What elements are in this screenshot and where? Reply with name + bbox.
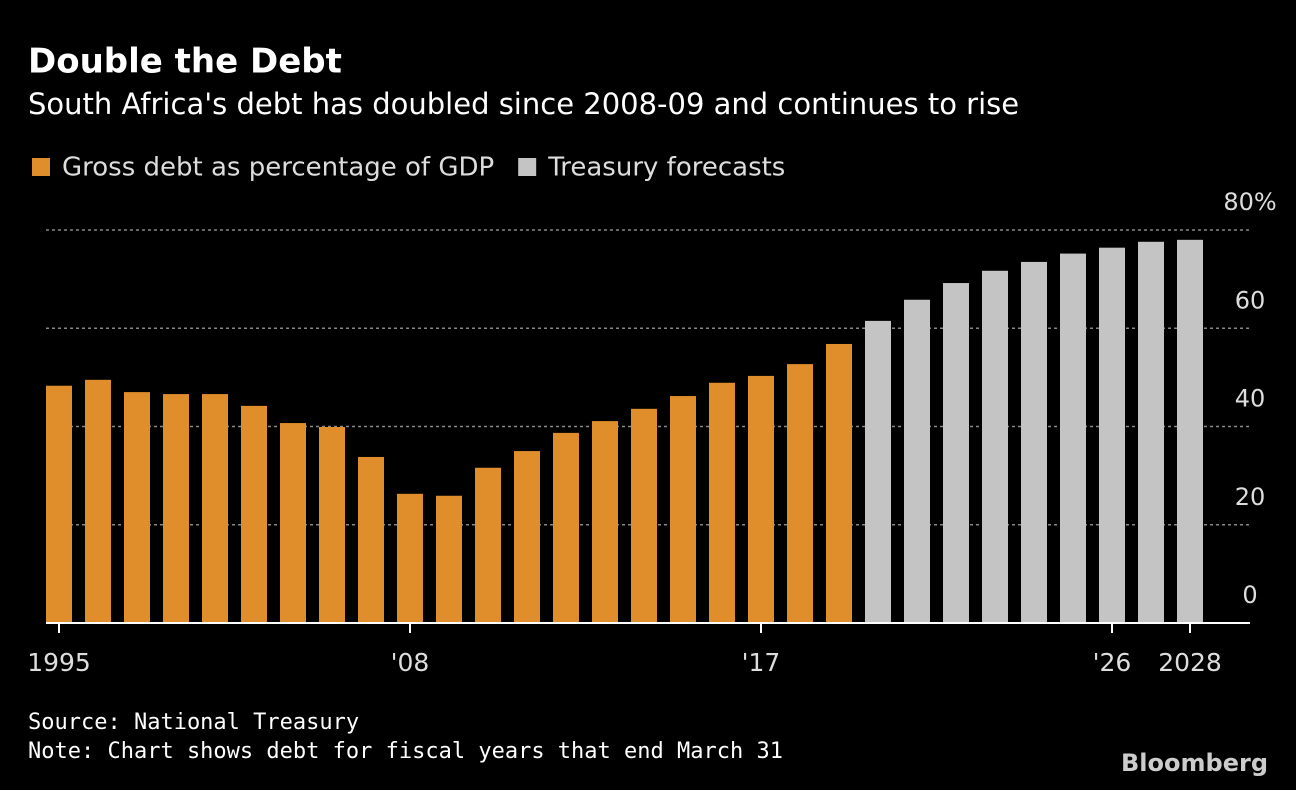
bar (436, 495, 462, 623)
legend-swatch (32, 158, 50, 176)
x-tick-label: 2028 (1158, 648, 1222, 677)
bar (514, 451, 540, 623)
bar (397, 493, 423, 623)
bar (1060, 253, 1086, 623)
legend-swatch (518, 158, 537, 176)
bar (358, 456, 384, 623)
x-tick-label: '08 (391, 648, 430, 677)
x-tick-label: '17 (742, 648, 781, 677)
brand: Bloomberg (1121, 749, 1268, 777)
bar (709, 382, 735, 623)
y-tick-label: 20 (1235, 483, 1266, 511)
x-tick-label: '26 (1093, 648, 1132, 677)
bar (163, 394, 189, 623)
bar (280, 423, 306, 623)
bar (787, 364, 813, 623)
bar (46, 385, 72, 623)
bar (85, 379, 111, 623)
bar (631, 408, 657, 623)
bar (982, 270, 1008, 623)
bar (826, 343, 852, 623)
chart-subtitle: South Africa's debt has doubled since 20… (28, 87, 1019, 121)
legend-label: Treasury forecasts (547, 153, 785, 183)
bar (592, 421, 618, 623)
y-tick-label: 80% (1223, 188, 1276, 216)
y-tick-label: 40 (1235, 385, 1266, 413)
x-tick-label: 1995 (27, 648, 91, 677)
bar (553, 432, 579, 623)
bar (241, 405, 267, 623)
chart-title: Double the Debt (28, 42, 342, 82)
bar (943, 283, 969, 623)
bar (1177, 239, 1203, 623)
legend-label: Gross debt as percentage of GDP (62, 153, 494, 183)
bar (865, 320, 891, 623)
bar (904, 299, 930, 623)
bar (124, 392, 150, 623)
bar (748, 375, 774, 623)
bar (1138, 241, 1164, 624)
bar (319, 426, 345, 623)
bar (475, 467, 501, 623)
note: Note: Chart shows debt for fiscal years … (28, 739, 783, 764)
bar (1021, 261, 1047, 623)
y-tick-label: 0 (1242, 581, 1257, 609)
y-tick-label: 60 (1235, 286, 1266, 314)
bar (670, 396, 696, 623)
bar (1099, 247, 1125, 623)
source: Source: National Treasury (28, 710, 359, 735)
bar (202, 394, 228, 623)
